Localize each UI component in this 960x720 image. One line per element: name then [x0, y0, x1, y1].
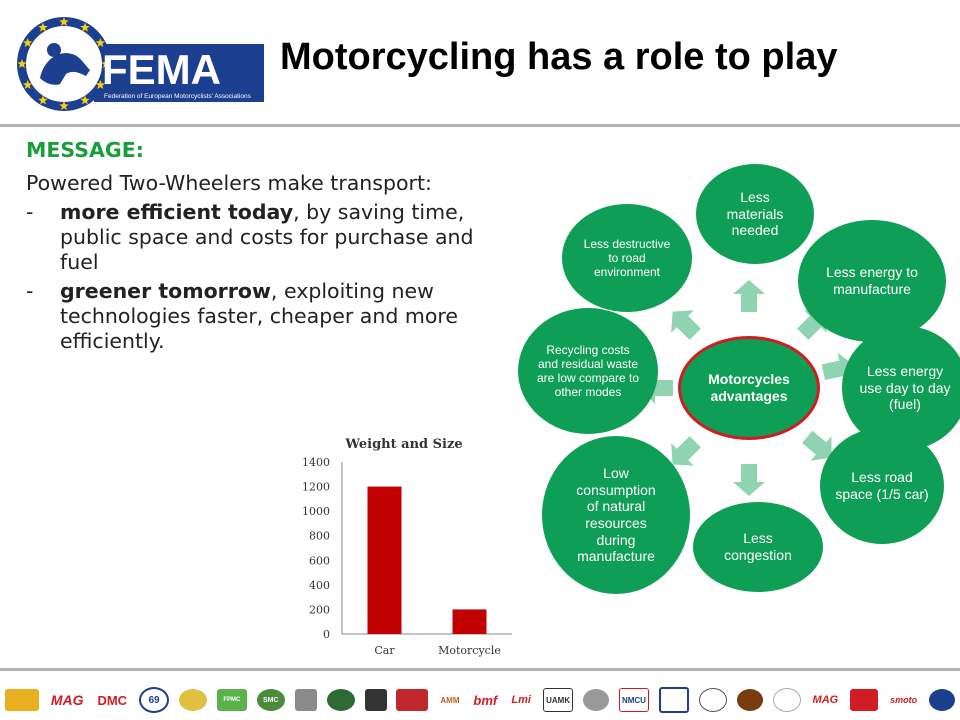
member-logo [928, 689, 955, 711]
member-logo [326, 689, 355, 711]
bullet-text: greener tomorrow, exploiting new technol… [60, 279, 506, 354]
member-logo [178, 689, 207, 711]
member-logo: 69 [139, 687, 169, 713]
star-icon [22, 80, 33, 90]
bullet-rest: , exploiting new technologies faster, ch… [60, 279, 458, 353]
arrow-icon [733, 280, 765, 312]
message-block: MESSAGE: Powered Two-Wheelers make trans… [26, 138, 506, 354]
member-logo: SMC [256, 689, 285, 711]
member-logos-bar: MAG DMC 69 FPMC SMC AMM bmf Lmi UAMK NMC… [0, 680, 960, 720]
y-tick-label: 600 [309, 554, 330, 567]
y-tick-label: 1000 [302, 505, 330, 518]
star-icon [101, 59, 111, 69]
x-tick-label: Car [374, 644, 395, 657]
member-logo [364, 689, 387, 711]
bullet-bold: more efficient today [60, 200, 294, 224]
message-bullet: - greener tomorrow, exploiting new techn… [26, 279, 506, 354]
arrow-icon [733, 464, 765, 496]
arrow-icon [671, 310, 701, 340]
diagram-node: Less destructive to road environment [562, 204, 692, 312]
member-logo: UAMK [543, 688, 574, 712]
member-logo: AMM [440, 695, 460, 705]
member-logo [294, 689, 317, 711]
member-logo [396, 689, 429, 711]
bullet-dash: - [26, 279, 34, 303]
member-logo [698, 688, 727, 712]
member-logo [772, 688, 801, 712]
diagram-node: Less congestion [693, 502, 823, 592]
message-bullet: - more efficient today, by saving time, … [26, 200, 506, 275]
y-tick-label: 200 [309, 603, 330, 616]
star-icon [95, 38, 106, 48]
logo-subtext: Federation of European Motorcyclists' As… [104, 93, 252, 100]
star-icon [80, 95, 90, 105]
diagram-node: Less energy use day to day (fuel) [842, 326, 960, 450]
member-logo: FPMC [216, 689, 247, 711]
chart-title: Weight and Size [344, 437, 462, 452]
star-icon [59, 101, 69, 111]
diagram-node: Low consumption of natural resources dur… [542, 436, 690, 594]
y-tick-label: 0 [323, 628, 330, 641]
y-tick-label: 1200 [302, 481, 330, 494]
bullet-text: more efficient today, by saving time, pu… [60, 200, 506, 275]
fema-logo: FEMA Federation of European Motorcyclist… [17, 17, 264, 111]
member-logo: DMC [97, 692, 128, 708]
star-icon [59, 17, 69, 27]
star-icon [38, 95, 48, 105]
star-icon [17, 59, 27, 69]
diagram-node: Less materials needed [696, 164, 814, 264]
star-icon [22, 38, 33, 48]
diagram-center: Motorcycles advantages [678, 336, 820, 440]
member-logo: smoto [890, 695, 918, 705]
diagram-node: Less road space (1/5 car) [820, 428, 944, 544]
member-logo: MAG [812, 694, 839, 706]
star-icon [95, 80, 106, 90]
y-tick-label: 800 [309, 530, 330, 543]
member-logo [736, 689, 763, 711]
bullet-dash: - [26, 200, 34, 224]
member-logo: MAG [50, 692, 84, 708]
y-tick-label: 1400 [302, 456, 330, 469]
diagram-node: Less energy to manufacture [798, 220, 946, 342]
message-heading: MESSAGE: [26, 138, 144, 162]
star-icon [38, 22, 48, 32]
star-icon [80, 22, 90, 32]
bar [367, 486, 402, 634]
bar [452, 609, 487, 634]
logo-text: FEMA [102, 46, 221, 93]
member-logo: bmf [473, 692, 498, 708]
y-tick-label: 400 [309, 579, 330, 592]
header-divider [0, 124, 960, 127]
x-tick-label: Motorcycle [438, 644, 501, 657]
message-intro: Powered Two-Wheelers make transport: [26, 171, 432, 195]
member-logo [850, 689, 879, 711]
bullet-bold: greener tomorrow [60, 279, 271, 303]
weight-size-chart: Weight and Size 0 200 400 600 800 1000 1200 140… [284, 426, 516, 662]
bullet-rest: , by saving time, public space and costs… [60, 200, 474, 274]
page-title: Motorcycling has a role to play [280, 36, 838, 78]
member-logo: Lmi [511, 694, 531, 706]
arrow-icon [671, 436, 701, 466]
member-logo [658, 687, 689, 713]
member-logo [583, 689, 610, 711]
diagram-node: Recycling costs and residual waste are l… [518, 308, 658, 434]
member-logo [4, 689, 39, 711]
member-logo: NMCU [618, 688, 649, 712]
footer-divider [0, 668, 960, 671]
